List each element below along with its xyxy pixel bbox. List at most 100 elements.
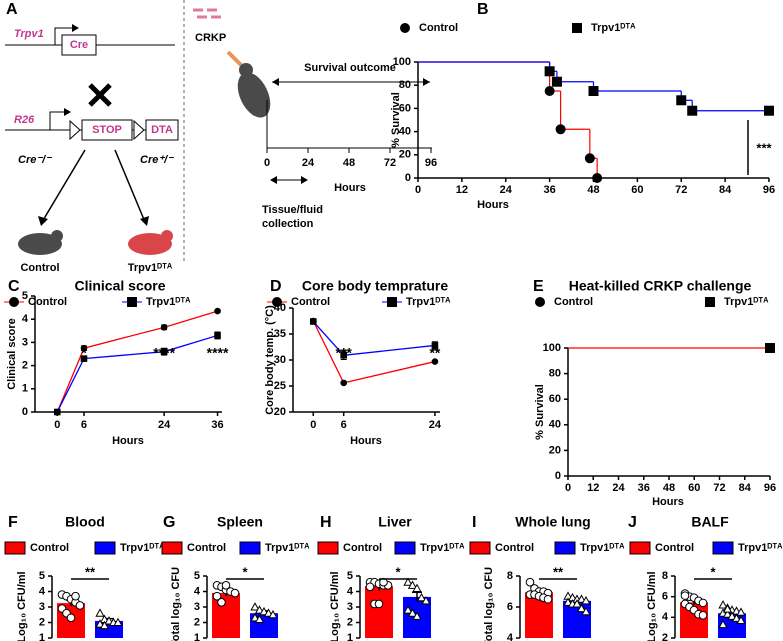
dta-box <box>145 119 179 141</box>
collection-label: collection <box>262 218 314 230</box>
bar <box>212 593 240 638</box>
y-tick-label: 35 <box>274 328 286 340</box>
legend-swatch <box>712 541 734 555</box>
marker <box>572 599 582 608</box>
arrowhead <box>64 108 71 116</box>
marker <box>340 352 347 359</box>
legend-label: Control <box>343 542 382 554</box>
legend-label: Trpv1ᴰᵀᴬ <box>120 542 165 554</box>
x-tick-label: 6 <box>81 419 87 431</box>
mouse-icon <box>237 72 271 118</box>
chart-title: Blood <box>65 514 105 530</box>
marker <box>263 608 274 617</box>
marker <box>259 606 269 616</box>
panel-label: A <box>6 1 18 18</box>
marker <box>221 581 231 590</box>
chart-title: Heat-killed CRKP challenge <box>569 278 752 294</box>
legend-label: Control <box>419 22 458 34</box>
y-axis-label: Log₁₀ CFU/ml <box>16 571 28 641</box>
x-tick-label: 0 <box>415 184 421 196</box>
legend-label: Control <box>495 542 534 554</box>
legend-label: Trpv1ᴰᵀᴬ <box>580 542 625 554</box>
y-tick-label: 5 <box>39 570 45 582</box>
marker <box>407 580 418 589</box>
y-tick-label: 80 <box>549 368 561 380</box>
chart: C Clinical score Clinical score Hours Contro… <box>4 278 229 447</box>
arrowhead <box>72 24 79 32</box>
y-tick-label: 3 <box>347 601 353 613</box>
marker <box>555 124 566 135</box>
marker <box>214 332 221 339</box>
y-tick-label: 100 <box>543 342 561 354</box>
chart-title: BALF <box>691 514 729 530</box>
mouse-icon <box>239 63 253 77</box>
mouse-icon <box>18 233 62 255</box>
legend-label: Control <box>655 542 694 554</box>
marker <box>387 297 397 307</box>
timeline-tick-label: 24 <box>302 157 315 169</box>
panel-label: C <box>8 278 20 295</box>
marker <box>160 324 168 331</box>
cross <box>88 83 112 107</box>
y-tick-label: 3 <box>39 601 45 613</box>
chart: E Heat-killed CRKP challenge % Survival Hou… <box>533 278 776 508</box>
marker <box>214 307 221 315</box>
x-tick-label: 60 <box>688 482 700 494</box>
chart: B % Survival Hours Control Trpv1ᴰᵀᴬ 0 20 40 60 80… <box>390 1 775 211</box>
syringe-icon <box>226 50 245 69</box>
marker <box>272 297 282 307</box>
legend-label: Trpv1ᴰᵀᴬ <box>738 542 783 554</box>
y-tick-label: 0 <box>405 172 411 184</box>
marker <box>687 105 698 116</box>
marker <box>588 86 599 96</box>
panel-label: B <box>477 1 489 18</box>
marker <box>718 600 728 609</box>
marker <box>718 619 728 629</box>
marker <box>400 23 410 33</box>
marker <box>431 358 439 365</box>
timeline-ticks: 0 24 48 72 96 <box>264 148 437 169</box>
annotation: **** <box>153 345 175 361</box>
y-axis-label: % Survival <box>390 92 402 148</box>
legend-swatch <box>161 541 183 555</box>
marker <box>71 591 80 601</box>
y-axis-label: Log₁₀ CFU/ml <box>329 571 341 641</box>
marker <box>698 610 708 620</box>
legend-label: Control <box>30 542 69 554</box>
x-tick-label: 24 <box>429 419 442 431</box>
y-tick-label: 1 <box>39 632 45 641</box>
y-tick-label: 0 <box>555 470 561 482</box>
chart: J BALF Log₁₀ CFU/ml Control Trpv1ᴰᵀᴬ 2 4 6 8 * <box>628 514 783 641</box>
y-tick-label: 4 <box>39 585 46 597</box>
legend-swatch <box>239 541 261 555</box>
y-tick-label: 20 <box>549 444 561 456</box>
marker <box>592 173 603 183</box>
timeline-tick-label: 72 <box>384 157 396 169</box>
legend-swatch <box>554 541 576 555</box>
x-tick-label: 24 <box>158 419 171 431</box>
marker <box>230 588 240 598</box>
x-tick-label: 84 <box>739 482 752 494</box>
marker <box>551 76 562 87</box>
x-tick-label: 24 <box>500 184 513 196</box>
legend-label: Trpv1ᴰᵀᴬ <box>146 296 191 308</box>
y-tick-label: 4 <box>347 585 354 597</box>
legend-label: Trpv1ᴰᵀᴬ <box>420 542 465 554</box>
marker <box>416 592 427 602</box>
marker <box>254 614 265 623</box>
marker <box>722 609 733 618</box>
panel-label: E <box>533 278 544 295</box>
marker <box>736 607 746 616</box>
x-tick-label: 96 <box>764 482 776 494</box>
y-tick-label: 25 <box>274 380 286 392</box>
legend-swatch <box>4 541 26 555</box>
x-tick-label: 24 <box>612 482 625 494</box>
y-axis-label: Total log₁₀ CFU <box>170 567 182 641</box>
y-axis-label: Core body temp. (°C) <box>264 305 276 415</box>
y-tick-label: 40 <box>399 126 411 138</box>
panel-label: I <box>472 514 476 531</box>
promoter-arrow <box>54 27 72 45</box>
y-tick-label: 30 <box>274 354 286 366</box>
marker <box>764 105 774 116</box>
outcome-label: Survival outcome <box>304 62 396 74</box>
